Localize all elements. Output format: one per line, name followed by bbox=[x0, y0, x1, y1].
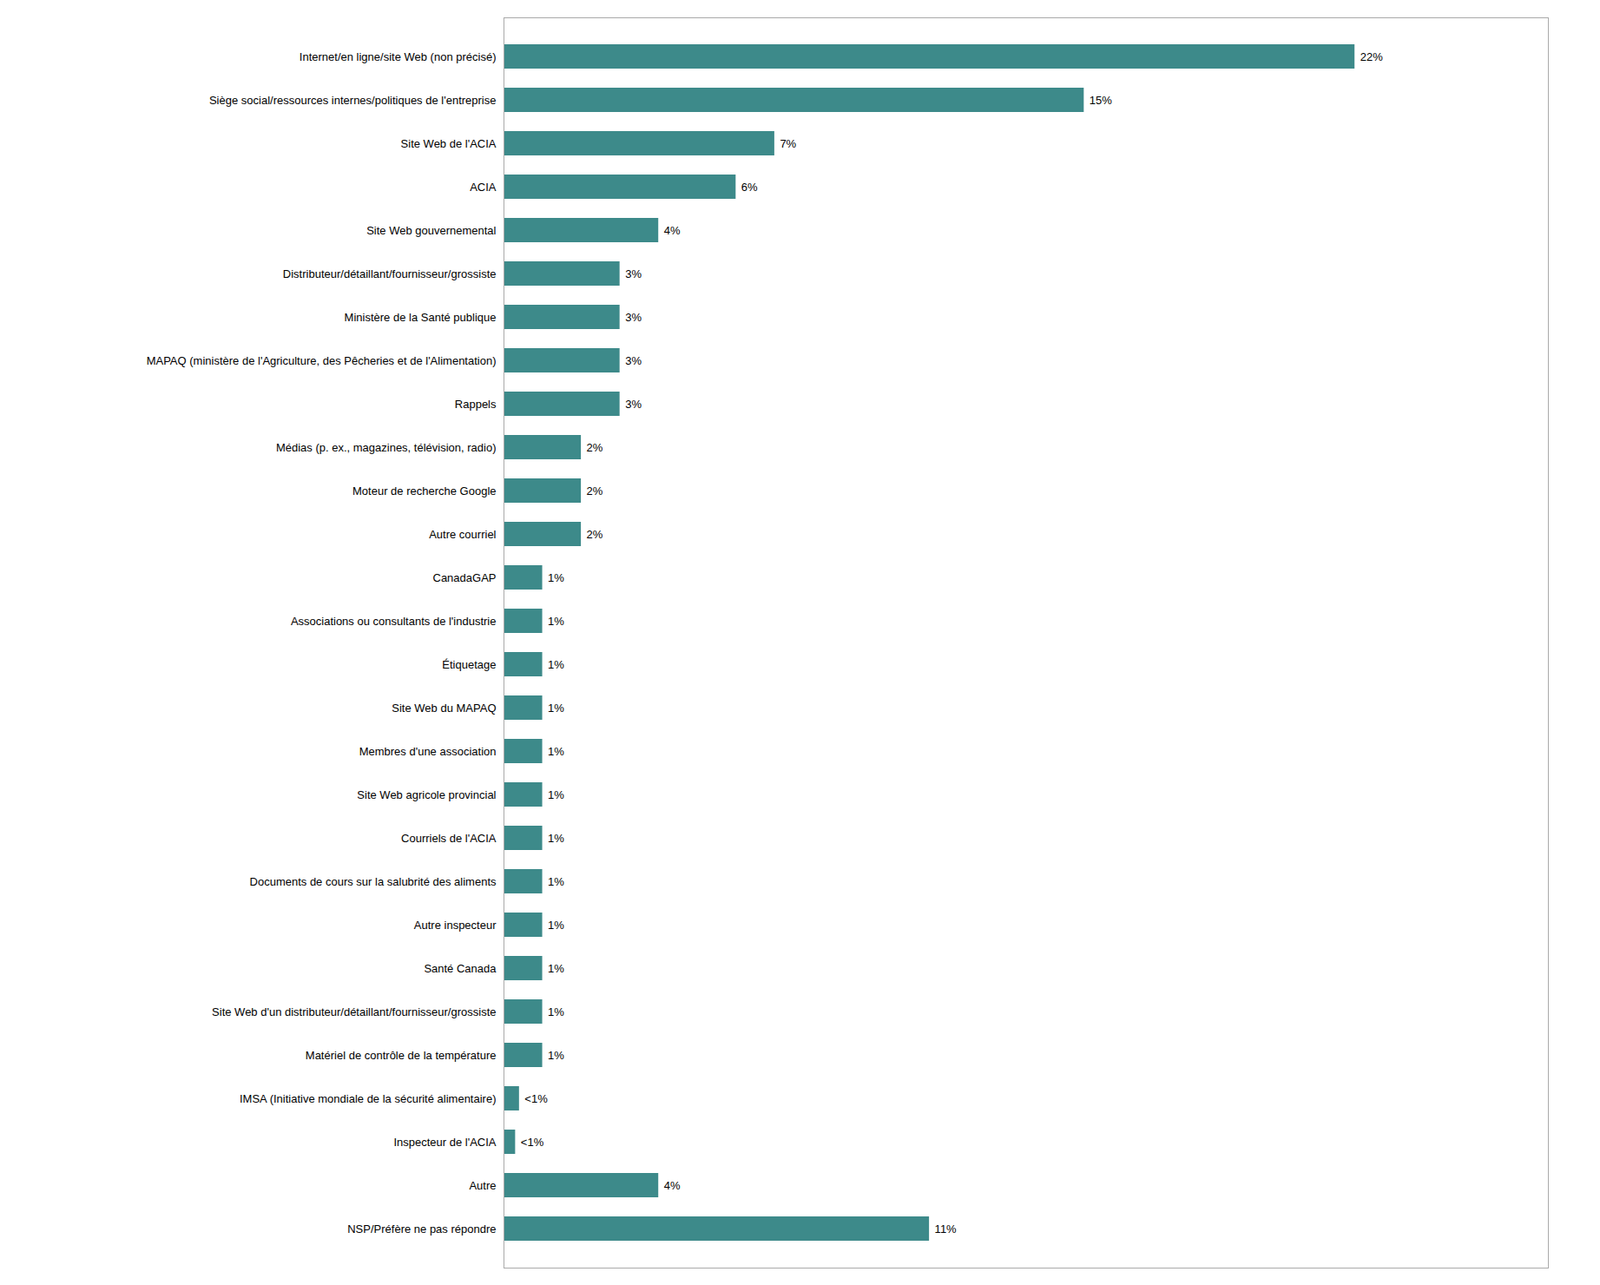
svg-text:Autre: Autre bbox=[468, 1178, 496, 1192]
svg-text:Site Web du MAPAQ: Site Web du MAPAQ bbox=[391, 701, 496, 715]
svg-text:Inspecteur de l'ACIA: Inspecteur de l'ACIA bbox=[393, 1135, 496, 1149]
svg-text:1%: 1% bbox=[547, 701, 565, 715]
svg-text:6%: 6% bbox=[741, 180, 758, 194]
svg-text:4%: 4% bbox=[664, 223, 681, 238]
svg-text:1%: 1% bbox=[547, 831, 565, 845]
svg-text:22%: 22% bbox=[1360, 50, 1383, 64]
svg-text:3%: 3% bbox=[625, 310, 642, 324]
svg-text:1%: 1% bbox=[547, 571, 565, 585]
svg-text:ACIA: ACIA bbox=[469, 180, 497, 194]
svg-text:Internet/en ligne/site Web (no: Internet/en ligne/site Web (non précisé) bbox=[299, 50, 497, 64]
svg-text:11%: 11% bbox=[934, 1222, 957, 1236]
svg-text:NSP/Préfère ne pas répondre: NSP/Préfère ne pas répondre bbox=[347, 1222, 496, 1236]
svg-text:Santé Canada: Santé Canada bbox=[423, 961, 497, 975]
svg-text:Courriels de l'ACIA: Courriels de l'ACIA bbox=[401, 831, 497, 845]
svg-text:Distributeur/détaillant/fourni: Distributeur/détaillant/fournisseur/gros… bbox=[283, 267, 497, 281]
svg-text:1%: 1% bbox=[547, 961, 565, 975]
svg-text:Associations ou consultants de: Associations ou consultants de l'industr… bbox=[290, 614, 497, 628]
svg-text:Site Web de l'ACIA: Site Web de l'ACIA bbox=[401, 137, 497, 151]
svg-text:Documents de cours sur la salu: Documents de cours sur la salubrité des … bbox=[250, 875, 497, 889]
svg-text:<1%: <1% bbox=[524, 1092, 548, 1106]
svg-text:1%: 1% bbox=[547, 744, 565, 758]
svg-text:1%: 1% bbox=[547, 658, 565, 672]
svg-text:1%: 1% bbox=[547, 1048, 565, 1062]
svg-text:7%: 7% bbox=[779, 137, 797, 151]
svg-text:1%: 1% bbox=[547, 788, 565, 802]
svg-text:4%: 4% bbox=[664, 1178, 681, 1192]
svg-text:Site Web agricole provincial: Site Web agricole provincial bbox=[356, 788, 496, 802]
svg-text:Autre inspecteur: Autre inspecteur bbox=[414, 918, 497, 932]
svg-text:1%: 1% bbox=[547, 1005, 565, 1019]
svg-text:1%: 1% bbox=[547, 875, 565, 889]
svg-text:Étiquetage: Étiquetage bbox=[441, 658, 496, 672]
svg-text:3%: 3% bbox=[625, 354, 642, 368]
svg-text:3%: 3% bbox=[625, 267, 642, 281]
svg-text:1%: 1% bbox=[547, 918, 565, 932]
svg-text:IMSA (Initiative mondiale de l: IMSA (Initiative mondiale de la sécurité… bbox=[239, 1092, 497, 1106]
svg-text:2%: 2% bbox=[586, 527, 604, 541]
svg-text:Ministère de la Santé publique: Ministère de la Santé publique bbox=[344, 310, 497, 324]
svg-text:Médias (p. ex., magazines, tél: Médias (p. ex., magazines, télévision, r… bbox=[276, 441, 497, 455]
svg-text:Site Web d'un distributeur/dét: Site Web d'un distributeur/détaillant/fo… bbox=[211, 1005, 496, 1019]
svg-text:15%: 15% bbox=[1089, 93, 1113, 107]
svg-text:2%: 2% bbox=[586, 441, 604, 455]
svg-text:Autre courriel: Autre courriel bbox=[428, 527, 496, 541]
svg-text:CanadaGAP: CanadaGAP bbox=[433, 571, 497, 585]
svg-text:Siège social/ressources intern: Siège social/ressources internes/politiq… bbox=[209, 93, 497, 107]
svg-text:3%: 3% bbox=[625, 397, 642, 411]
svg-text:MAPAQ (ministère de l'Agricult: MAPAQ (ministère de l'Agriculture, des P… bbox=[146, 354, 497, 368]
svg-text:2%: 2% bbox=[586, 484, 604, 498]
svg-text:Membres d'une association: Membres d'une association bbox=[359, 744, 497, 758]
svg-text:<1%: <1% bbox=[520, 1135, 545, 1149]
svg-text:Matériel de contrôle de la tem: Matériel de contrôle de la température bbox=[305, 1048, 497, 1062]
svg-text:1%: 1% bbox=[547, 614, 565, 628]
svg-text:Rappels: Rappels bbox=[454, 397, 497, 411]
svg-text:Moteur de recherche Google: Moteur de recherche Google bbox=[352, 484, 496, 498]
svg-text:Site Web gouvernemental: Site Web gouvernemental bbox=[366, 223, 496, 238]
